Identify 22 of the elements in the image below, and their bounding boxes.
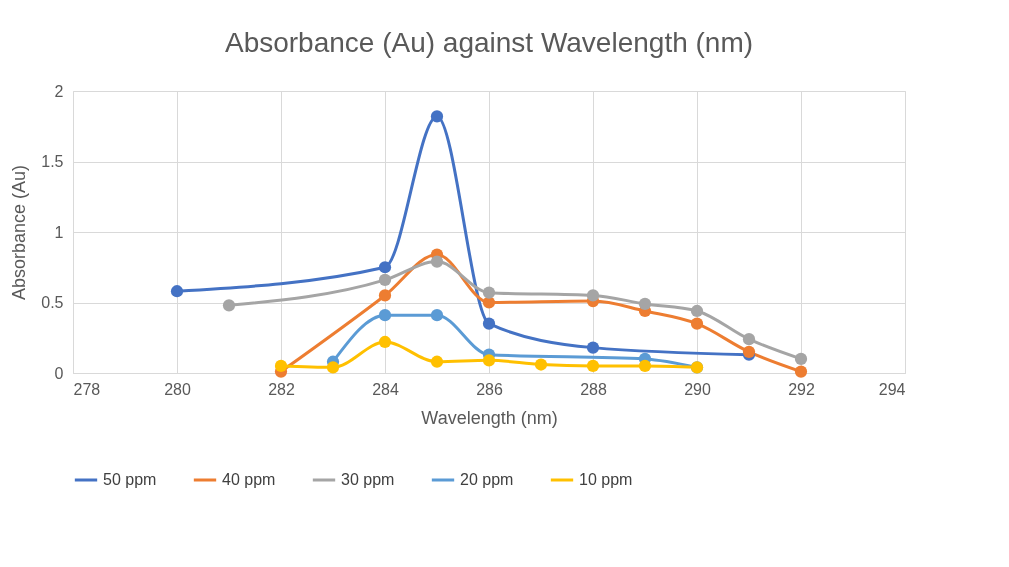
x-tick-label: 290 xyxy=(684,380,711,398)
y-tick-label: 1.5 xyxy=(41,153,64,170)
x-tick-label: 288 xyxy=(580,380,607,398)
x-tick-label: 284 xyxy=(372,380,399,398)
y-tick-label: 2 xyxy=(54,82,64,100)
y-tick-label: 0.5 xyxy=(41,294,64,311)
y-tick-label: 1 xyxy=(54,223,64,241)
x-tick-label: 280 xyxy=(164,380,191,398)
legend-label: 20 ppm xyxy=(460,471,514,488)
x-tick-label: 282 xyxy=(268,380,295,398)
chart-title: Absorbance (Au) against Wavelength (nm) xyxy=(224,27,754,58)
legend-label: 50 ppm xyxy=(103,471,157,488)
y-tick-label: 0 xyxy=(54,364,64,382)
x-tick-label: 292 xyxy=(788,380,815,398)
x-tick-label: 294 xyxy=(878,380,906,398)
x-tick-label: 286 xyxy=(476,380,503,398)
x-tick-label: 278 xyxy=(73,380,101,398)
legend-label: 30 ppm xyxy=(341,471,395,488)
y-axis-title: Absorbance (Au) xyxy=(9,164,30,301)
legend-label: 40 ppm xyxy=(222,471,276,488)
x-axis-title: Wavelength (nm) xyxy=(421,407,558,428)
legend-label: 10 ppm xyxy=(579,471,633,488)
